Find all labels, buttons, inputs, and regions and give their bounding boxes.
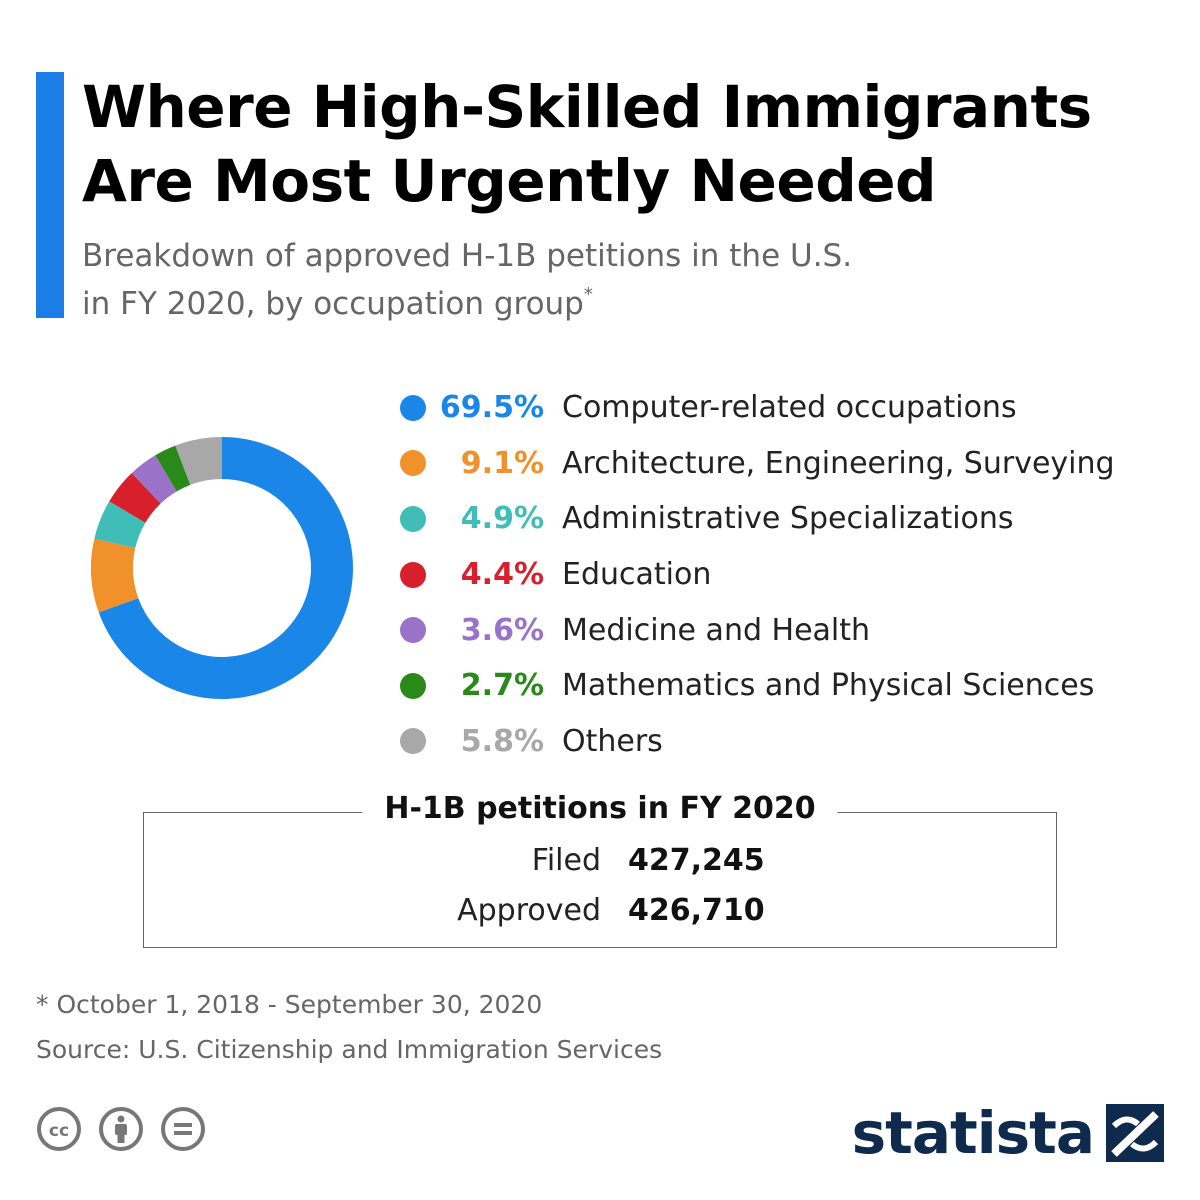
legend-label: Architecture, Engineering, Surveying: [562, 445, 1115, 481]
legend-dot: [400, 505, 426, 532]
statista-logo-icon: [1106, 1104, 1164, 1162]
donut-slice: [91, 538, 139, 613]
subtitle-line-1: Breakdown of approved H-1B petitions in …: [82, 238, 853, 274]
license-icons: cc: [36, 1106, 206, 1152]
legend-label: Education: [562, 557, 712, 593]
donut-slice: [155, 445, 191, 492]
donut-slice: [98, 437, 353, 699]
legend-label: Administrative Specializations: [562, 501, 1014, 537]
cc-icon[interactable]: cc: [36, 1106, 82, 1152]
svg-text:cc: cc: [49, 1121, 69, 1141]
title-line-2: Are Most Urgently Needed: [82, 147, 937, 215]
legend-label: Others: [562, 723, 663, 759]
stats-row-approved: Approved 426,710: [144, 893, 1056, 941]
legend-value: 4.4%: [460, 557, 544, 593]
donut-slice: [94, 501, 146, 549]
legend-value: 5.8%: [460, 723, 544, 759]
filed-value: 427,245: [628, 843, 765, 878]
legend-label: Mathematics and Physical Sciences: [562, 668, 1095, 704]
no-derivatives-icon[interactable]: [160, 1106, 206, 1152]
legend-item: 4.9% Administrative Specializations: [400, 491, 1115, 547]
legend-item: 4.4% Education: [400, 547, 1115, 603]
subtitle-footnote-marker: *: [583, 284, 593, 305]
legend-dot: [400, 450, 426, 477]
legend-item: 2.7% Mathematics and Physical Sciences: [400, 658, 1115, 714]
chart-legend: 69.5% Computer-related occupations 9.1% Arc…: [400, 380, 1115, 769]
legend-dot: [400, 561, 426, 588]
legend-item: 9.1% Architecture, Engineering, Surveying: [400, 436, 1115, 492]
filed-label: Filed: [531, 843, 601, 878]
legend-dot: [400, 617, 426, 644]
statista-logo[interactable]: statista: [852, 1098, 1164, 1168]
legend-value: 2.7%: [460, 668, 544, 704]
approved-value: 426,710: [628, 893, 765, 928]
legend-label: Computer-related occupations: [562, 390, 1017, 426]
footnote: * October 1, 2018 - September 30, 2020: [36, 990, 543, 1019]
accent-bar: [36, 72, 64, 318]
legend-value: 9.1%: [460, 445, 544, 481]
legend-item: 5.8% Others: [400, 714, 1115, 770]
legend-dot: [400, 672, 426, 699]
subtitle-line-2-text: in FY 2020, by occupation group: [82, 286, 584, 322]
approved-label: Approved: [457, 893, 601, 928]
legend-item: 69.5% Computer-related occupations: [400, 380, 1115, 436]
title-line-1: Where High-Skilled Immigrants: [82, 73, 1092, 141]
legend-dot: [400, 394, 426, 421]
brand-name: statista: [851, 1099, 1095, 1167]
stats-box: H-1B petitions in FY 2020 Filed 427,245 …: [143, 791, 1057, 948]
attribution-icon[interactable]: [98, 1106, 144, 1152]
donut-slice: [109, 473, 161, 523]
stats-title: H-1B petitions in FY 2020: [362, 791, 838, 826]
legend-dot: [400, 728, 426, 755]
legend-label: Medicine and Health: [562, 612, 871, 648]
donut-chart: [91, 437, 353, 699]
stats-row-filed: Filed 427,245: [144, 843, 1056, 891]
legend-value: 3.6%: [460, 612, 544, 648]
donut-slice: [175, 437, 222, 485]
page-title: Where High-Skilled Immigrants Are Most U…: [82, 70, 1182, 218]
subtitle-line-2: in FY 2020, by occupation group*: [82, 280, 1132, 328]
source-line: Source: U.S. Citizenship and Immigration…: [36, 1035, 663, 1064]
legend-item: 3.6% Medicine and Health: [400, 602, 1115, 658]
legend-value: 69.5%: [439, 390, 544, 426]
subtitle: Breakdown of approved H-1B petitions in …: [82, 232, 1132, 328]
legend-value: 4.9%: [460, 501, 544, 537]
donut-slice: [131, 455, 177, 504]
